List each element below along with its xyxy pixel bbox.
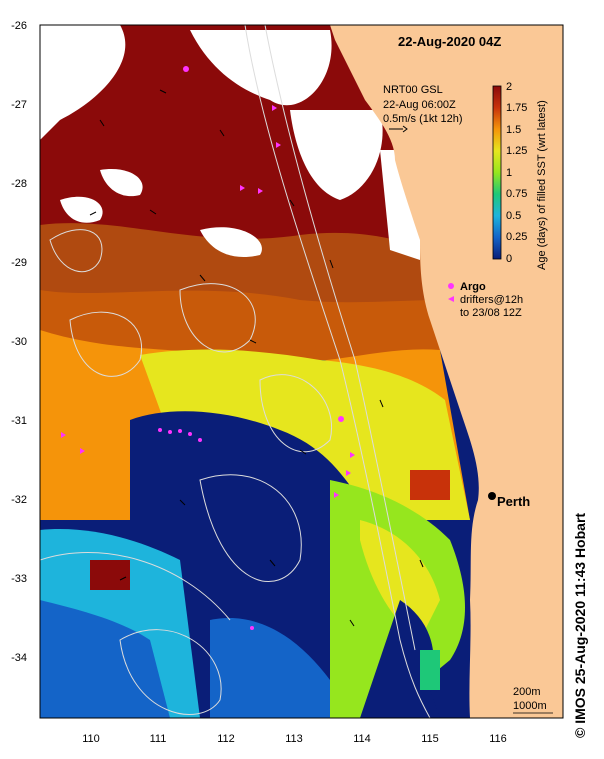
colorbar-tick-label: 1 (506, 167, 512, 179)
imos-credit: © IMOS 25-Aug-2020 11:43 Hobart (572, 512, 588, 738)
lat-label: -29 (11, 257, 27, 269)
drifter-track-point (178, 429, 182, 433)
lat-label: -27 (11, 99, 27, 111)
longitude-axis: 110 111 112 113 114 115 116 (82, 733, 507, 745)
drifter-track-point (188, 432, 192, 436)
argo-float-marker (183, 66, 189, 72)
drifter-track-point (168, 430, 172, 434)
colorbar-tick-label: 1.75 (506, 102, 527, 114)
lat-label: -33 (11, 573, 27, 585)
depth-label-200: 200m (513, 686, 541, 698)
drifter-legend: Argo drifters@12h to 23/08 12Z (448, 281, 523, 319)
colorbar-tick-label: 1.5 (506, 124, 521, 136)
lon-label: 115 (421, 733, 439, 745)
latitude-axis: -26 -27 -28 -29 -30 -31 -32 -33 -34 (11, 20, 27, 664)
colorbar-tick-label: 0 (506, 253, 512, 265)
drifter-marker (61, 432, 66, 438)
drifter-legend-icon (448, 296, 454, 302)
argo-legend-icon (448, 283, 454, 289)
drifter-track-point (250, 626, 254, 630)
drifter-marker (258, 188, 263, 194)
lat-label: -32 (11, 494, 27, 506)
drifter-track-point (198, 438, 202, 442)
drifter-marker (240, 185, 245, 191)
colorbar-label: Age (days) of filled SST (wrt latest) (536, 100, 548, 270)
depth-label-1000: 1000m (513, 700, 547, 712)
drifter-marker (350, 452, 355, 458)
map-title: 22-Aug-2020 04Z (398, 34, 501, 49)
lon-label: 112 (217, 733, 235, 745)
lon-label: 111 (150, 733, 167, 745)
current-scale-arrow (389, 125, 408, 133)
argo-float-marker (338, 416, 344, 422)
lon-label: 114 (353, 733, 371, 745)
colorbar: 2 1.75 1.5 1.25 1 0.75 0.5 0.25 0 Age (d… (492, 81, 548, 270)
drifter-markers (61, 66, 355, 630)
colorbar-tick-label: 0.25 (506, 231, 527, 243)
current-info-line: 22-Aug 06:00Z (383, 99, 456, 111)
bathymetry-contours (40, 25, 431, 718)
perth-label: Perth (497, 494, 530, 509)
drifter-marker (276, 142, 281, 148)
lat-label: -34 (11, 652, 27, 664)
depth-legend: 200m 1000m (513, 686, 553, 714)
lon-label: 116 (489, 733, 507, 745)
drifter-legend-label: drifters@12h (460, 294, 523, 306)
drifter-marker (80, 448, 85, 454)
lon-label: 113 (285, 733, 303, 745)
drifter-legend-sublabel: to 23/08 12Z (460, 307, 522, 319)
drifter-track-point (158, 428, 162, 432)
colorbar-tick-label: 2 (506, 81, 512, 93)
current-info-line: NRT00 GSL (383, 84, 443, 96)
perth-marker (488, 492, 496, 500)
current-info-line: 0.5m/s (1kt 12h) (383, 113, 462, 125)
colorbar-tick-label: 0.5 (506, 210, 521, 222)
drifter-marker (346, 470, 351, 476)
colorbar-tick-label: 1.25 (506, 145, 527, 157)
lat-label: -28 (11, 178, 27, 190)
lon-label: 110 (82, 733, 100, 745)
drifter-marker (272, 105, 277, 111)
current-info: NRT00 GSL 22-Aug 06:00Z 0.5m/s (1kt 12h) (383, 84, 462, 133)
argo-legend-label: Argo (460, 281, 486, 293)
colorbar-tick-label: 0.75 (506, 188, 527, 200)
lat-label: -26 (11, 20, 27, 32)
lat-label: -31 (11, 415, 27, 427)
plot-frame (39, 24, 564, 719)
current-vectors (89, 89, 424, 627)
drifter-marker (334, 492, 339, 498)
colorbar-gradient (492, 85, 502, 260)
lat-label: -30 (11, 336, 27, 348)
sst-age-field (40, 25, 563, 718)
